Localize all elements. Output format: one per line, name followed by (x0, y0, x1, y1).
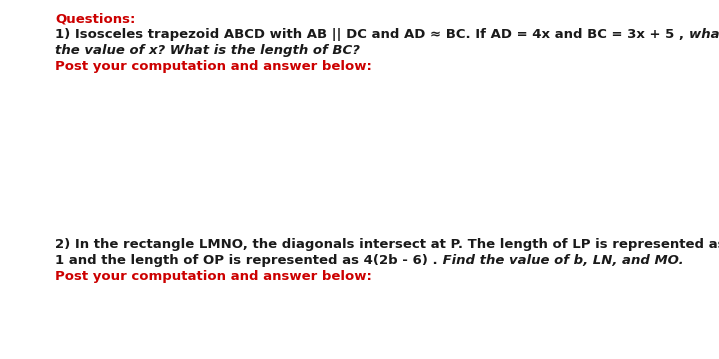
Text: Post your computation and answer below:: Post your computation and answer below: (55, 60, 372, 73)
Text: 1) Isosceles trapezoid ABCD with AB || DC and AD ≈ BC. If AD = 4x and BC = 3x + : 1) Isosceles trapezoid ABCD with AB || D… (55, 28, 689, 41)
Text: Find the value of b, LN, and MO.: Find the value of b, LN, and MO. (438, 254, 683, 267)
Text: 2) In the rectangle LMNO, the diagonals intersect at P. The length of LP is repr: 2) In the rectangle LMNO, the diagonals … (55, 238, 719, 251)
Text: what is: what is (689, 28, 719, 41)
Text: 1 and the length of OP is represented as 4(2b - 6) .: 1 and the length of OP is represented as… (55, 254, 438, 267)
Text: Post your computation and answer below:: Post your computation and answer below: (55, 270, 372, 283)
Text: the value of x? What is the length of BC?: the value of x? What is the length of BC… (55, 44, 360, 57)
Text: Questions:: Questions: (55, 12, 135, 25)
